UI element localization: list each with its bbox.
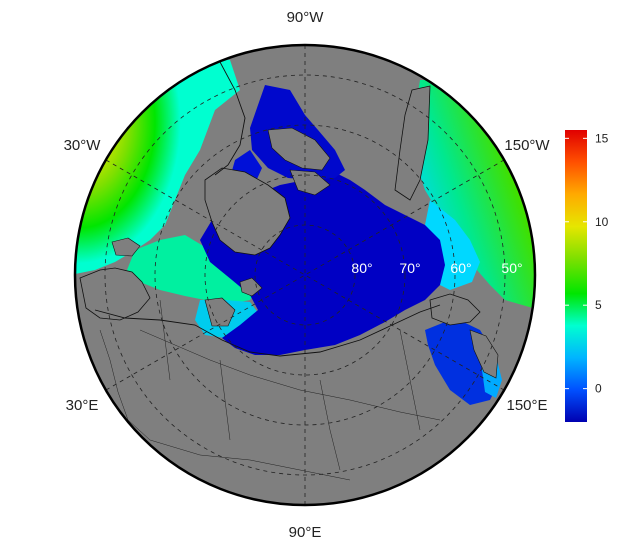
eurasia-coastline — [94, 304, 441, 357]
lat-label-50: 50° — [501, 260, 522, 276]
colorbar-gradient — [565, 130, 587, 422]
lat-label-70: 70° — [399, 260, 420, 276]
colorbar-tick-label: 0 — [595, 382, 602, 396]
colorbar-tick-label: 10 — [595, 215, 609, 229]
lon-label-150e: 150°E — [506, 397, 547, 414]
lat-label-80: 80° — [351, 260, 372, 276]
country-borders — [99, 299, 441, 481]
barents-sea-water — [125, 235, 260, 305]
novaya-zemlya-land — [204, 297, 236, 327]
lon-label-30e: 30°E — [66, 397, 99, 414]
north-america-coastline — [214, 61, 246, 176]
map-boundary — [73, 43, 537, 507]
chukotka-land — [429, 293, 481, 326]
colorbar: 15 10 5 0 — [565, 130, 609, 422]
colorbar-tick-label: 15 — [595, 131, 609, 145]
iceland-land — [111, 237, 141, 257]
lon-label-90e: 90°E — [289, 524, 322, 541]
greenland-land — [204, 167, 291, 256]
lon-label-150w: 150°W — [504, 137, 550, 154]
alaska-land — [394, 85, 431, 201]
ellesmere-island-land — [289, 169, 331, 196]
scandinavia-land — [79, 267, 151, 321]
lat-label-60: 60° — [450, 260, 471, 276]
lon-label-90w: 90°W — [287, 9, 325, 26]
svalbard-land — [239, 277, 263, 297]
kamchatka-land — [469, 329, 499, 379]
lon-label-30w: 30°W — [64, 137, 102, 154]
canadian-islands-land — [267, 127, 331, 171]
colorbar-tick-label: 5 — [595, 298, 602, 312]
